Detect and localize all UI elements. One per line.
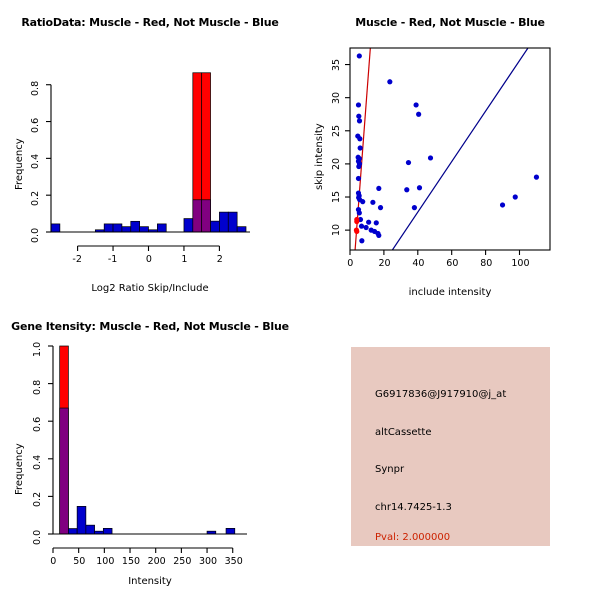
scatter-plot: [345, 47, 551, 255]
ratio-ytick: 0.8: [30, 80, 41, 96]
scatter-title: Muscle - Red, Not Muscle - Blue: [355, 16, 545, 29]
gene-ytick: 0.8: [32, 379, 43, 395]
gene-ytick: 0.6: [32, 417, 43, 433]
probe-info-panel: G6917836@J917910@j_at altCassette Synpr …: [351, 347, 550, 546]
gene-histogram-panel: Gene Itensity: Muscle - Red, Not Muscle …: [0, 300, 300, 600]
ratio-xtick: 0: [145, 254, 152, 265]
gene-symbol-text: Synpr: [375, 464, 405, 475]
locus-text: chr14.7425-1.3: [375, 502, 452, 513]
gene-ytick: 0.0: [32, 529, 43, 545]
ratio-ytick: 0.0: [30, 227, 41, 243]
ratio-ytick: 0.4: [30, 154, 41, 170]
probe-id-text: G6917836@J917910@j_at: [375, 389, 507, 400]
ratio-xtick: 1: [181, 254, 188, 265]
ratio-histogram-title: RatioData: Muscle - Red, Not Muscle - Bl…: [21, 16, 279, 29]
scatter-xlabel: include intensity: [408, 287, 492, 298]
gene-histogram-title: Gene Itensity: Muscle - Red, Not Muscle …: [11, 320, 289, 333]
gene-histogram-xlabel: Intensity: [128, 576, 172, 587]
scatter-ytick: 10: [331, 224, 342, 237]
scatter-xtick: 40: [412, 258, 425, 269]
scatter-ytick: 15: [331, 190, 342, 204]
scatter-ytick: 25: [331, 124, 342, 137]
scatter-ytick: 35: [331, 58, 342, 71]
gene-xtick: 200: [147, 556, 166, 567]
event-type-text: altCassette: [375, 427, 432, 438]
ratio-histogram-panel: RatioData: Muscle - Red, Not Muscle - Bl…: [0, 0, 300, 300]
gene-ytick: 0.2: [32, 492, 43, 508]
ratio-ytick: 0.2: [30, 191, 41, 207]
pval-text: Pval: 2.000000: [375, 532, 451, 543]
ratio-xtick: 2: [216, 254, 223, 265]
scatter-ytick: 30: [331, 91, 342, 104]
gene-histogram-plot: [48, 345, 247, 553]
ratio-histogram-plot: [46, 72, 250, 251]
gene-xtick: 150: [121, 556, 141, 567]
ratio-histogram-xlabel: Log2 Ratio Skip/Include: [91, 283, 209, 294]
gene-xtick: 250: [173, 556, 192, 567]
ratio-xtick: -2: [72, 254, 82, 265]
scatter-xtick: 80: [480, 258, 493, 269]
gene-xtick: 300: [198, 556, 218, 567]
gene-ytick: 1.0: [32, 341, 43, 357]
scatter-xtick: 60: [446, 258, 459, 269]
scatter-xtick: 100: [511, 258, 530, 269]
scatter-xtick: 0: [347, 258, 354, 269]
ratio-ytick: 0.6: [30, 117, 41, 133]
gene-xtick: 50: [73, 556, 86, 567]
gene-xtick: 350: [224, 556, 243, 567]
gene-xtick: 0: [50, 556, 57, 567]
scatter-xtick: 20: [378, 258, 391, 269]
scatter-ytick: 20: [331, 157, 342, 170]
gene-ytick: 0.4: [32, 454, 43, 470]
ratio-xtick: -1: [107, 254, 118, 265]
gene-xtick: 100: [96, 556, 115, 567]
scatter-panel: Muscle - Red, Not Muscle - Blue skip int…: [300, 0, 600, 300]
